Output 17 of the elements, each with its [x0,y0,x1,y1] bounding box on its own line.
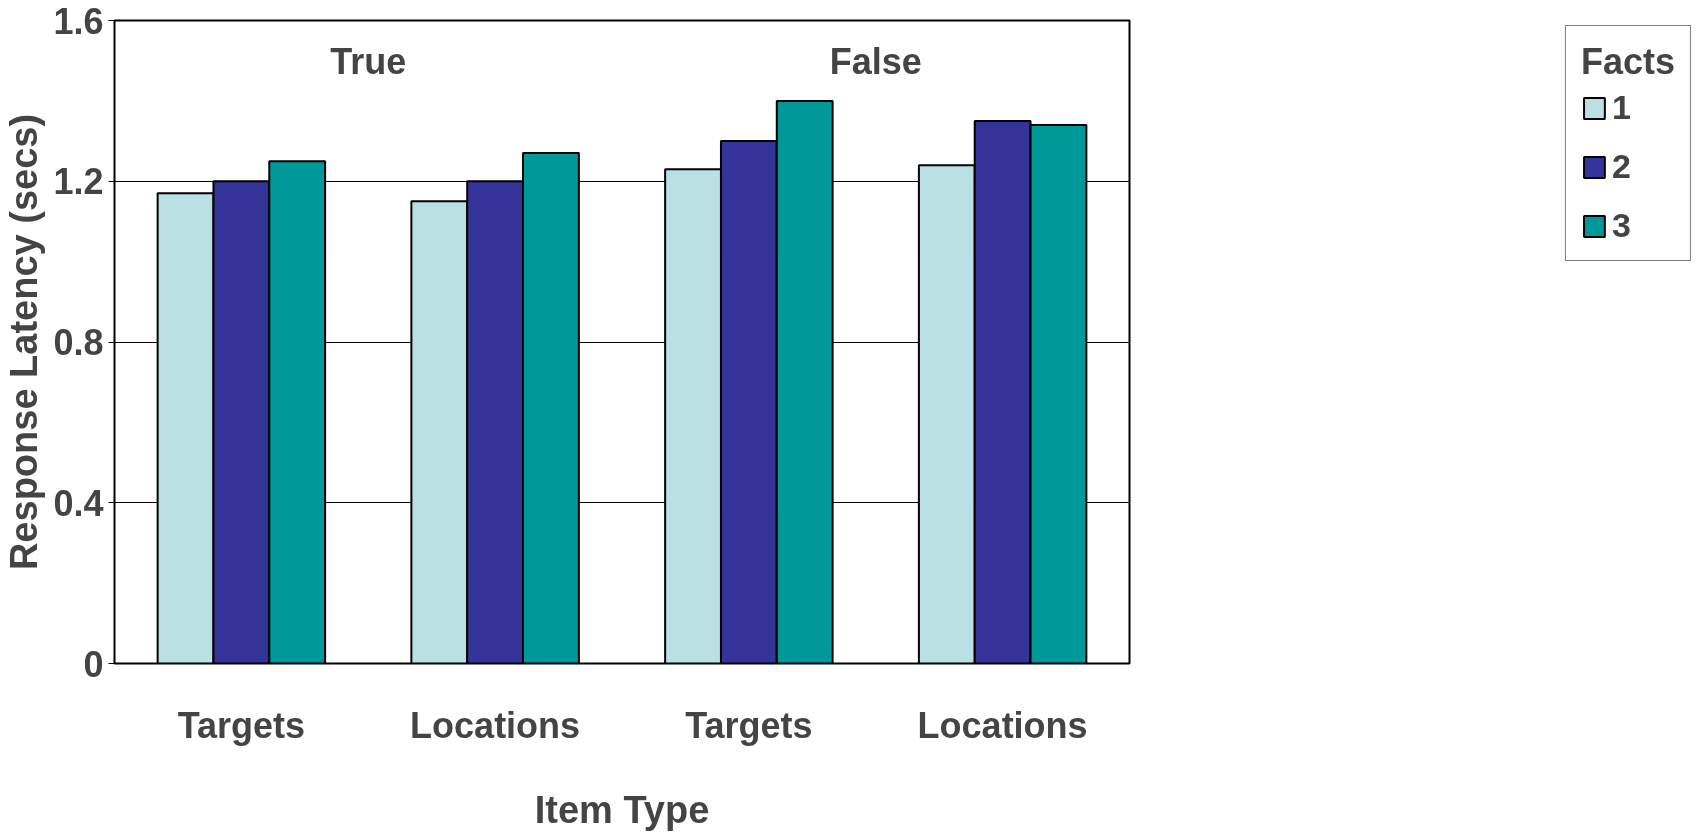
legend-label: 2 [1611,147,1632,186]
legend-label: 1 [1611,88,1632,127]
y-tick-label: 0 [83,643,104,685]
x-tick-label: Locations [917,704,1088,746]
x-tick-label: Targets [685,704,813,746]
y-tick-label: 0.4 [53,482,104,524]
legend-title: Facts [1580,41,1675,83]
annotation: False [829,40,922,82]
y-tick-label: 1.2 [53,161,104,203]
x-tick-label: Locations [410,704,581,746]
legend-label: 3 [1611,206,1632,245]
annotation: True [330,40,407,82]
y-tick-label: 1.6 [53,0,104,42]
y-tick-label: 0.8 [53,322,104,363]
y-axis-title: Response Latency (secs) [3,113,46,571]
x-tick-label: Targets [177,704,306,746]
x-axis-title: Item Type [534,788,710,831]
